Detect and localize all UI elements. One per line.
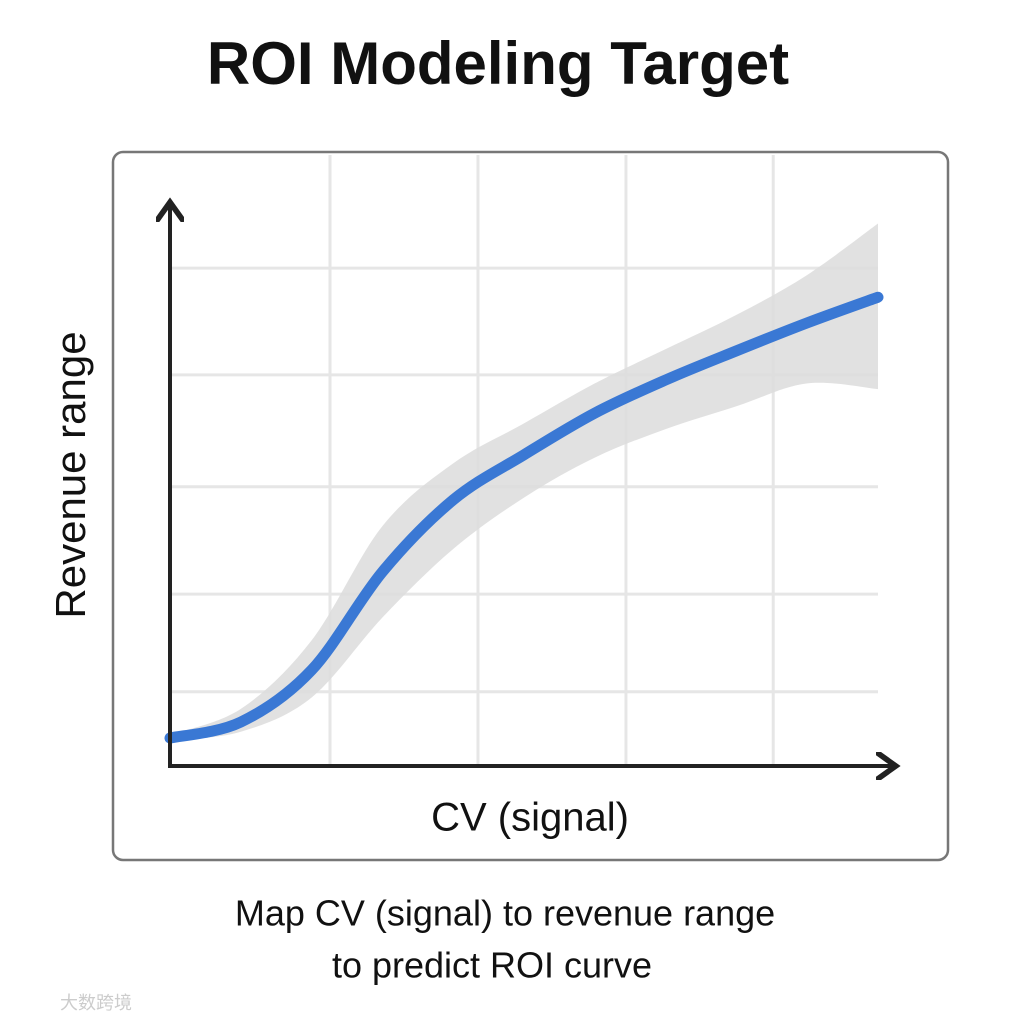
caption-line: Map CV (signal) to revenue range — [235, 893, 775, 934]
chart-title: ROI Modeling Target — [207, 30, 789, 97]
plot — [164, 223, 884, 744]
frame — [111, 150, 950, 862]
x-axis-label: CV (signal) — [431, 796, 629, 840]
series-line — [164, 291, 884, 744]
watermark: 大数跨境 — [60, 993, 132, 1013]
y-axis-label: Revenue range — [47, 331, 94, 618]
confidence-band — [170, 223, 878, 741]
caption-line: to predict ROI curve — [332, 945, 652, 986]
